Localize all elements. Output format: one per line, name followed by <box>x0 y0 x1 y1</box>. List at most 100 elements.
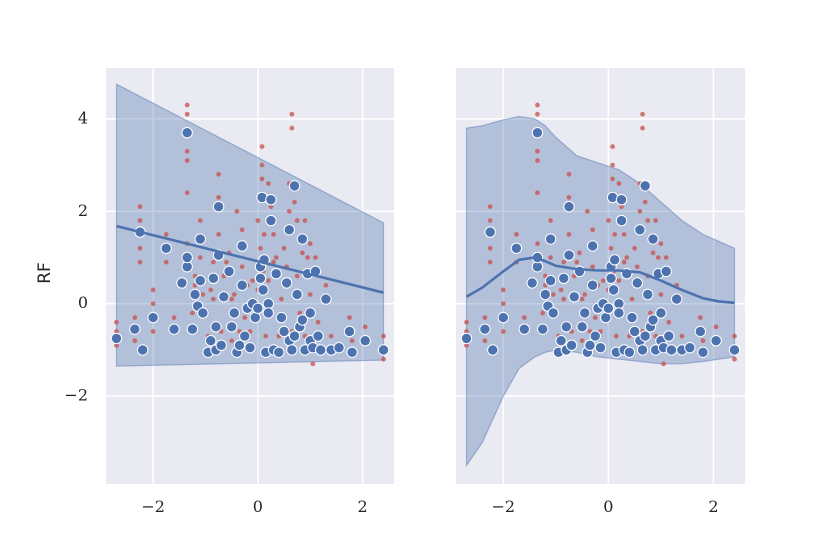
minor-point <box>661 361 667 367</box>
minor-point <box>171 315 177 321</box>
minor-point <box>150 328 156 334</box>
minor-point <box>605 218 611 224</box>
minor-point <box>184 102 190 108</box>
minor-point <box>250 278 256 284</box>
data-point <box>728 344 741 356</box>
minor-point <box>216 171 222 177</box>
data-point <box>147 311 159 324</box>
minor-point <box>265 181 271 187</box>
data-point <box>670 293 683 305</box>
data-point <box>296 233 309 245</box>
data-point <box>288 180 301 192</box>
minor-point <box>216 194 222 200</box>
x-tick-label: 0 <box>603 497 613 516</box>
minor-point <box>616 278 622 284</box>
minor-point <box>464 319 470 325</box>
data-point <box>665 344 678 356</box>
y-tick-label: 4 <box>78 108 88 127</box>
minor-point <box>184 157 190 163</box>
data-point <box>605 272 617 285</box>
x-tick-label: 0 <box>253 497 263 516</box>
data-point <box>129 323 141 335</box>
minor-point <box>137 218 143 224</box>
minor-point <box>487 204 493 210</box>
data-point <box>710 335 722 347</box>
minor-point <box>263 333 269 339</box>
data-point <box>239 330 251 342</box>
data-point <box>270 267 282 280</box>
data-point <box>320 293 332 305</box>
data-point <box>563 200 575 213</box>
data-point <box>291 288 303 301</box>
minor-point <box>113 319 119 325</box>
data-point <box>544 233 557 245</box>
data-point <box>558 272 570 285</box>
data-point <box>615 214 628 227</box>
data-point <box>623 346 636 358</box>
minor-point <box>566 171 572 177</box>
data-point <box>460 332 473 345</box>
minor-point <box>700 338 706 344</box>
minor-point <box>487 245 493 251</box>
minor-point <box>658 291 664 297</box>
data-point <box>655 307 667 319</box>
minor-point <box>289 111 295 117</box>
minor-point <box>259 176 265 182</box>
minor-point <box>566 231 572 237</box>
minor-point <box>229 338 235 344</box>
minor-point <box>663 255 669 261</box>
minor-point <box>315 319 321 325</box>
data-point <box>639 330 651 342</box>
left-panel: −2 0 2 −2 0 2 4 <box>64 68 394 516</box>
data-point <box>181 251 193 264</box>
y-axis-label: RF <box>35 262 55 284</box>
minor-point <box>294 273 300 279</box>
minor-point <box>259 162 265 168</box>
minor-point <box>612 231 618 237</box>
data-point <box>252 302 264 315</box>
data-point <box>663 330 675 342</box>
data-point <box>312 330 324 342</box>
minor-point <box>613 333 619 339</box>
fit-line <box>116 224 384 294</box>
minor-point <box>259 144 265 150</box>
data-point <box>207 272 220 285</box>
minor-point <box>632 245 638 251</box>
minor-point <box>653 218 659 224</box>
data-point <box>579 307 591 319</box>
minor-point <box>655 255 661 261</box>
data-point <box>568 291 580 303</box>
minor-point <box>150 287 156 293</box>
right-panel: −2 0 2 <box>456 68 745 516</box>
minor-point <box>223 259 229 265</box>
data-point <box>304 307 316 319</box>
minor-point <box>299 250 305 256</box>
minor-point <box>534 241 540 247</box>
minor-point <box>229 296 235 302</box>
minor-point <box>590 264 596 270</box>
minor-point <box>197 255 203 261</box>
fit-line <box>465 256 735 305</box>
data-point <box>563 249 575 261</box>
data-point <box>615 194 628 206</box>
data-point <box>544 274 557 287</box>
minor-point <box>574 259 580 265</box>
y-tick-label: 2 <box>78 201 88 220</box>
minor-point <box>312 255 318 261</box>
minor-point <box>579 338 585 344</box>
data-point <box>586 279 599 291</box>
minor-point <box>208 287 214 293</box>
minor-point <box>132 315 138 321</box>
minor-point <box>650 250 656 256</box>
data-point <box>647 314 659 326</box>
data-point <box>589 330 601 342</box>
minor-point <box>582 291 588 297</box>
minor-point <box>310 361 316 367</box>
data-point <box>233 339 246 352</box>
minor-point <box>550 291 556 297</box>
minor-point <box>540 310 546 316</box>
data-point <box>189 288 201 301</box>
minor-point <box>289 125 295 131</box>
data-point <box>684 341 696 354</box>
